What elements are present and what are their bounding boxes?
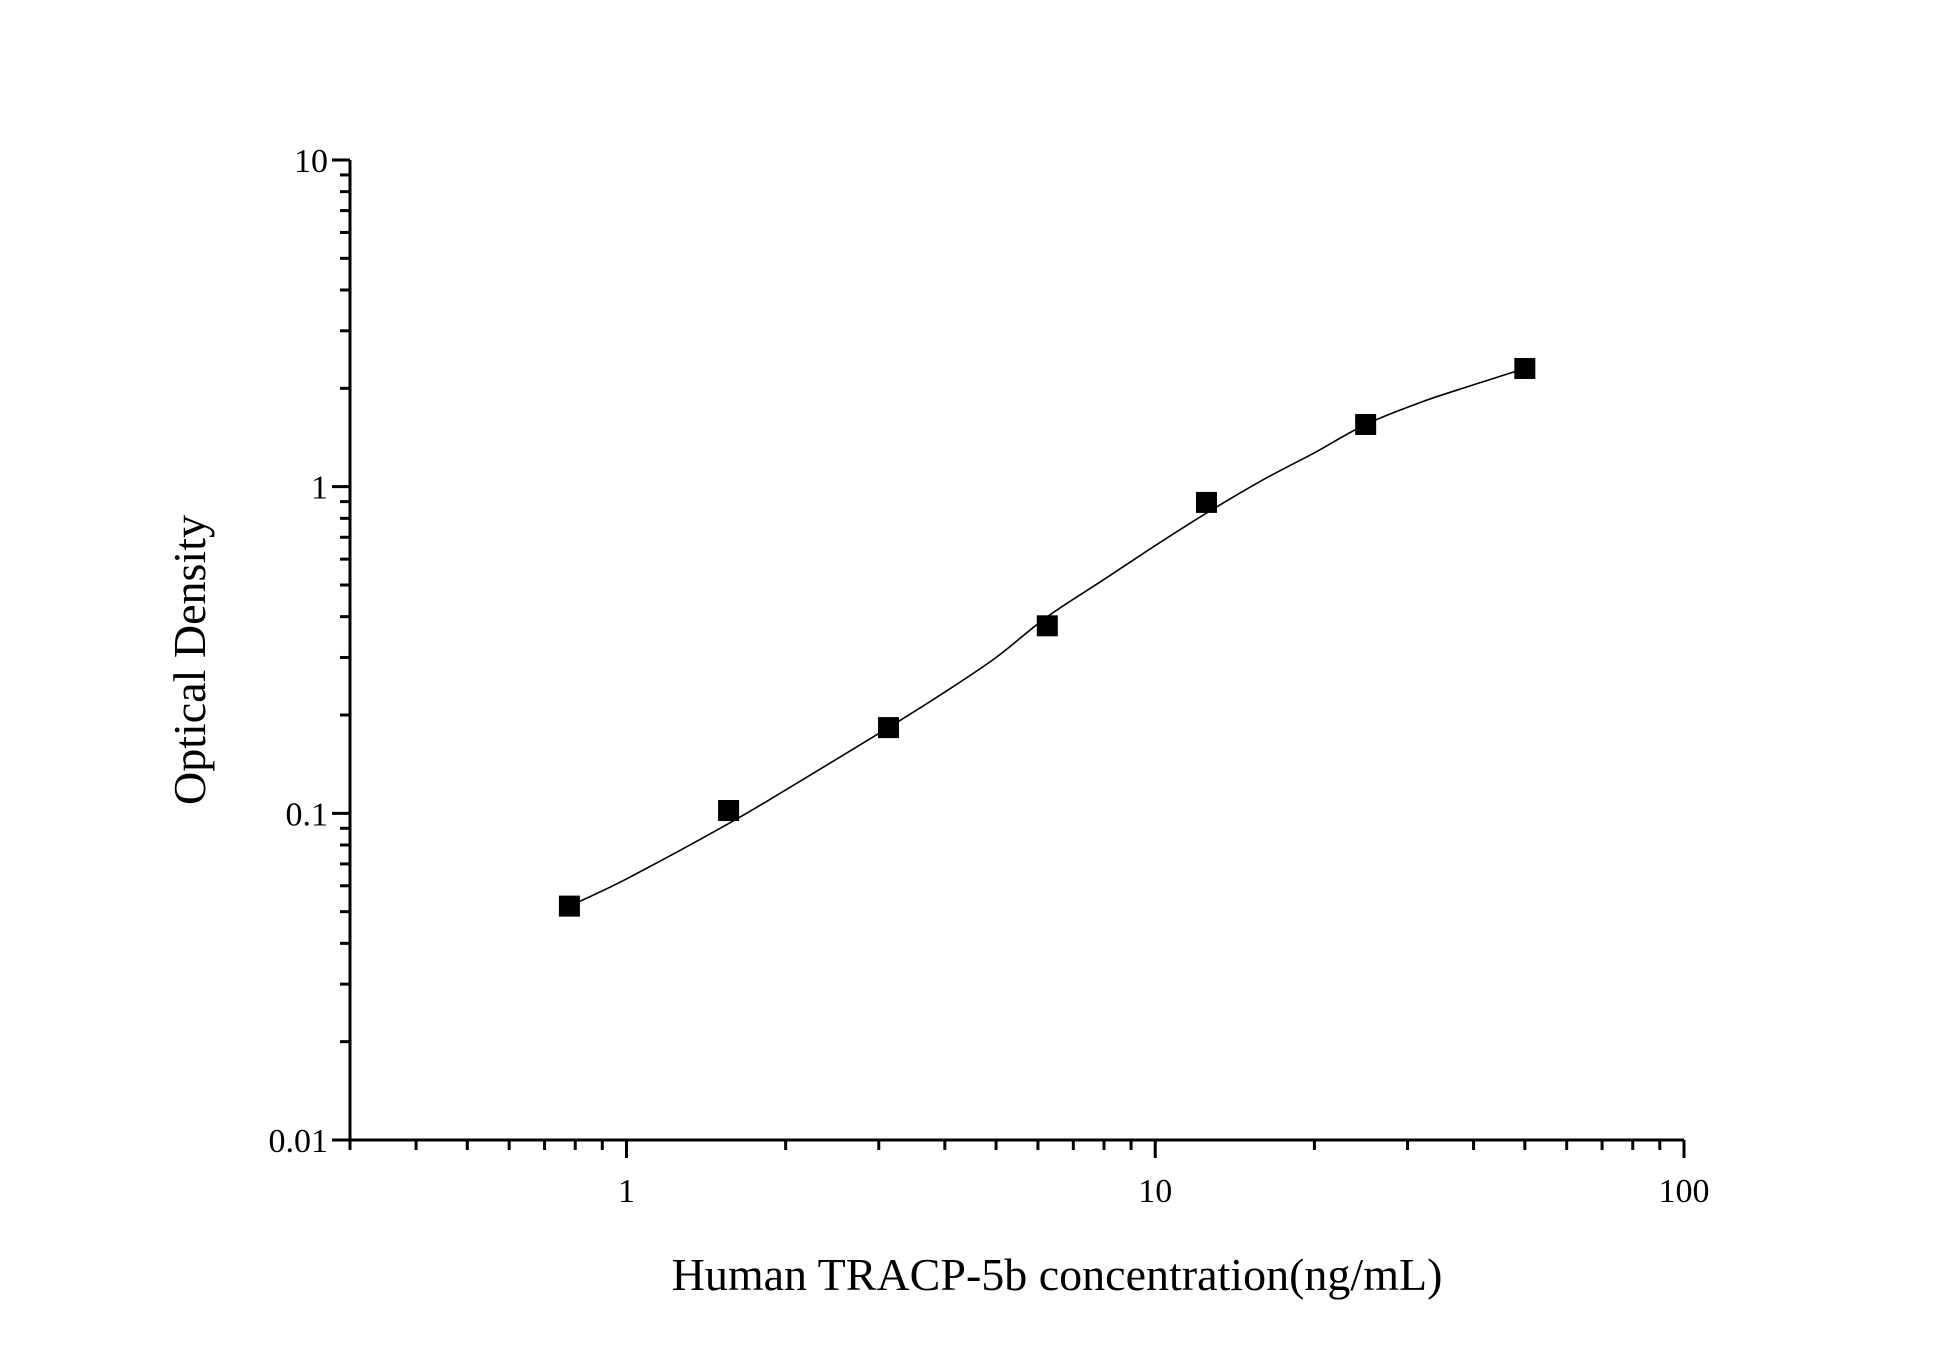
data-point	[1514, 358, 1536, 380]
data-point	[558, 895, 580, 917]
y-tick-label: 0.01	[269, 1123, 329, 1160]
data-point	[878, 717, 900, 739]
data-point	[718, 800, 740, 822]
x-axis-title: Human TRACP-5b concentration(ng/mL)	[672, 1249, 1443, 1300]
y-tick-label: 10	[294, 143, 328, 180]
data-point	[1195, 491, 1217, 513]
x-tick-label: 10	[1138, 1173, 1172, 1210]
axes: 1 10 100 0.01 0.1 1 10	[269, 143, 1710, 1210]
y-tick-label: 1	[311, 470, 328, 507]
x-ticks: 1 10 100	[348, 1140, 1710, 1210]
x-tick-label: 100	[1659, 1173, 1710, 1210]
data-points	[558, 358, 1536, 917]
data-point	[1036, 615, 1058, 637]
y-tick-label: 0.1	[286, 796, 329, 833]
data-point	[1355, 413, 1377, 435]
x-tick-label: 1	[618, 1173, 635, 1210]
fitted-curve	[569, 367, 1526, 907]
y-axis-title: Optical Density	[164, 515, 215, 805]
y-ticks: 0.01 0.1 1 10	[269, 143, 350, 1160]
